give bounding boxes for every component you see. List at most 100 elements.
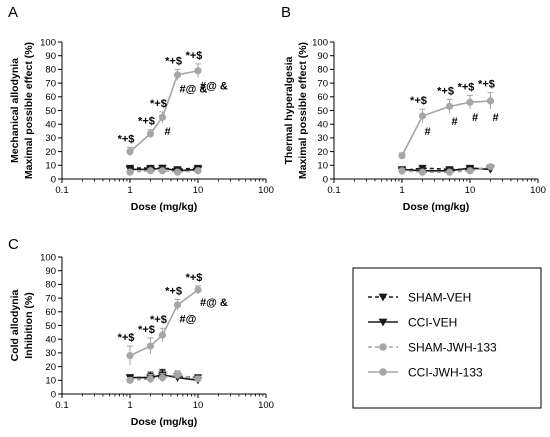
data-point <box>466 167 474 175</box>
significance-label: *+$ <box>165 55 182 67</box>
x-tick-label: 100 <box>258 400 274 411</box>
data-point <box>146 167 155 175</box>
significance-label: *+$ <box>150 98 167 110</box>
significance-label: *+$ <box>186 272 203 284</box>
x-tick-label: 0.1 <box>55 400 68 411</box>
data-point <box>194 167 202 175</box>
data-point <box>418 168 427 176</box>
y-tick-label: 30 <box>45 133 56 144</box>
significance-label: *+$ <box>138 324 155 336</box>
data-point <box>173 371 182 379</box>
significance-label: *+$ <box>118 133 135 145</box>
series-cci-jwh-133 <box>398 92 495 160</box>
legend-marker <box>378 293 388 302</box>
y-axis-title-line: Maximal possible effect (%) <box>297 42 309 179</box>
y-tick-label: 90 <box>45 266 56 277</box>
chart-panel-b: B 0 10 20 30 40 50 60 70 80 90 100 0.1 1 10 100 Dose (mg… <box>281 4 546 213</box>
series-cci-jwh-133 <box>126 285 202 366</box>
significance-label: *+$ <box>138 116 155 128</box>
y-tick-label: 20 <box>45 147 56 158</box>
significance-label: #@ & <box>200 297 228 309</box>
data-point <box>194 375 202 383</box>
x-axis-title: Dose (mg/kg) <box>131 416 198 428</box>
significance-label: *+$ <box>118 332 135 344</box>
y-tick-label: 20 <box>317 147 328 158</box>
y-tick-label: 90 <box>317 51 328 62</box>
x-tick-label: 1 <box>127 400 132 411</box>
series-cci-jwh-133 <box>126 63 202 156</box>
significance-label: *+$ <box>165 285 182 297</box>
legend-item: CCI-VEH <box>368 316 457 330</box>
y-axis-title-line: Mechanical allodynia <box>9 58 21 163</box>
significance-label: # <box>452 116 458 128</box>
series-sham-jwh-133 <box>126 167 202 176</box>
significance-label: #@ & <box>180 83 208 95</box>
x-axis-title: Dose (mg/kg) <box>131 201 198 213</box>
x-tick-label: 1 <box>127 185 132 196</box>
x-tick-label: 1 <box>399 185 404 196</box>
legend: SHAM-VEH CCI-VEH SHAM-JWH-133 CCI-JWH-133 <box>352 267 542 409</box>
significance-label: # <box>424 126 430 138</box>
y-tick-label: 60 <box>45 307 56 318</box>
legend-marker <box>379 343 387 351</box>
legend-box <box>352 267 542 409</box>
data-point <box>158 331 167 339</box>
data-point <box>158 373 167 382</box>
x-tick-label: 100 <box>530 185 546 196</box>
data-point <box>466 98 474 106</box>
data-point <box>445 168 454 176</box>
significance-label: # <box>492 112 498 124</box>
data-point <box>158 113 167 121</box>
legend-item: SHAM-JWH-133 <box>368 341 497 355</box>
significance-label: *+$ <box>150 314 167 326</box>
significance-label: #@ & <box>200 81 228 93</box>
y-tick-label: 80 <box>317 65 328 76</box>
y-tick-label: 30 <box>317 133 328 144</box>
significance-label: # <box>472 112 478 124</box>
y-tick-label: 50 <box>45 106 56 117</box>
y-tick-label: 50 <box>317 106 328 117</box>
y-tick-label: 10 <box>45 376 56 387</box>
data-point <box>486 97 495 105</box>
data-point <box>398 152 406 160</box>
data-point <box>146 342 155 350</box>
legend-label: SHAM-JWH-133 <box>408 341 497 355</box>
legend-item: SHAM-VEH <box>368 291 471 305</box>
data-point <box>158 167 167 175</box>
chart-panel-a: A 0 10 20 30 40 50 60 70 80 90 100 0.1 1 10 100 Dose (mg… <box>8 4 274 213</box>
data-point <box>146 130 155 138</box>
y-tick-label: 40 <box>317 120 328 131</box>
data-point <box>194 286 202 294</box>
x-tick-label: 10 <box>193 185 204 196</box>
y-tick-label: 50 <box>45 321 56 332</box>
y-axis-title-line: Maximal possible effect (%) <box>23 42 35 179</box>
significance-label: #@ <box>180 313 197 325</box>
data-point <box>486 163 495 171</box>
legend-label: CCI-VEH <box>408 316 457 330</box>
data-point <box>173 71 182 79</box>
y-tick-label: 70 <box>317 78 328 89</box>
data-point <box>126 376 134 384</box>
significance-label: *+$ <box>478 79 495 91</box>
x-tick-label: 10 <box>465 185 476 196</box>
data-point <box>126 148 134 156</box>
data-point <box>146 375 155 383</box>
legend-label: SHAM-VEH <box>408 291 471 305</box>
significance-label: # <box>164 126 170 138</box>
y-tick-label: 0 <box>51 389 56 400</box>
series-sham-jwh-133 <box>126 370 202 384</box>
panel-letter: A <box>8 4 18 21</box>
x-tick-label: 0.1 <box>55 185 68 196</box>
y-tick-label: 80 <box>45 280 56 291</box>
legend-marker <box>379 368 387 376</box>
y-tick-label: 80 <box>45 65 56 76</box>
y-tick-label: 30 <box>45 348 56 359</box>
y-tick-label: 70 <box>45 293 56 304</box>
y-tick-label: 70 <box>45 78 56 89</box>
y-tick-label: 40 <box>45 120 56 131</box>
y-tick-label: 100 <box>40 37 56 48</box>
x-tick-label: 0.1 <box>327 185 340 196</box>
legend-item: CCI-JWH-133 <box>368 366 483 380</box>
y-tick-label: 10 <box>317 161 328 172</box>
